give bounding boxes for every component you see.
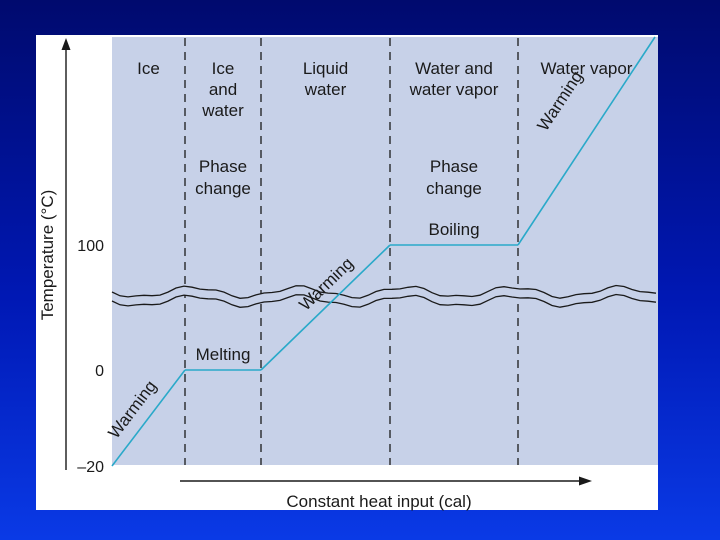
- phase-change-label-0-line-0: Phase: [199, 157, 247, 176]
- region-label-0-line-0: Ice: [137, 59, 160, 78]
- region-labels: Ice Ice and water Liquid water Water and water …: [137, 59, 633, 120]
- region-label-1-line-0: Ice: [212, 59, 235, 78]
- region-label-1-line-2: water: [201, 101, 244, 120]
- curve-segment-4: [517, 36, 656, 246]
- axis-break-line-bottom: [111, 293, 657, 308]
- region-label-3-line-1: water vapor: [409, 80, 499, 99]
- region-label-3-line-0: Water and: [415, 59, 493, 78]
- phase-dividers: [184, 38, 519, 465]
- region-label-1-line-1: and: [209, 80, 237, 99]
- axis-break-band: [112, 285, 656, 308]
- phase-change-label-1-line-0: Phase: [430, 157, 478, 176]
- phase-change-label-1-line-1: change: [426, 179, 482, 198]
- x-axis-arrowhead: [579, 476, 592, 486]
- phase-change-label-0-line-1: change: [195, 179, 251, 198]
- y-tick-label-0: 100: [77, 238, 104, 255]
- region-label-2-line-0: Liquid: [303, 59, 348, 78]
- curve-segment-2: [260, 244, 391, 371]
- phase-change-labels: Phase change Phase change: [195, 157, 482, 198]
- y-tick-label-1: 0: [95, 363, 104, 380]
- x-axis-label: Constant heat input (cal): [286, 492, 471, 511]
- heating-curve: [111, 36, 656, 467]
- curve-segment-0: [111, 369, 186, 467]
- axis-break-line-top: [111, 284, 657, 299]
- axis-break: [111, 284, 657, 308]
- segment-label-1: Melting: [196, 345, 251, 364]
- plot-panel: [112, 37, 658, 465]
- region-label-4-line-0: Water vapor: [541, 59, 633, 78]
- y-axis-arrowhead: [61, 38, 71, 50]
- y-axis-label: Temperature (°C): [38, 190, 57, 321]
- y-tick-label-2: –20: [77, 459, 104, 476]
- region-label-2-line-1: water: [304, 80, 347, 99]
- segment-label-3: Boiling: [428, 220, 479, 239]
- y-tick-labels: 100 0 –20: [77, 238, 104, 476]
